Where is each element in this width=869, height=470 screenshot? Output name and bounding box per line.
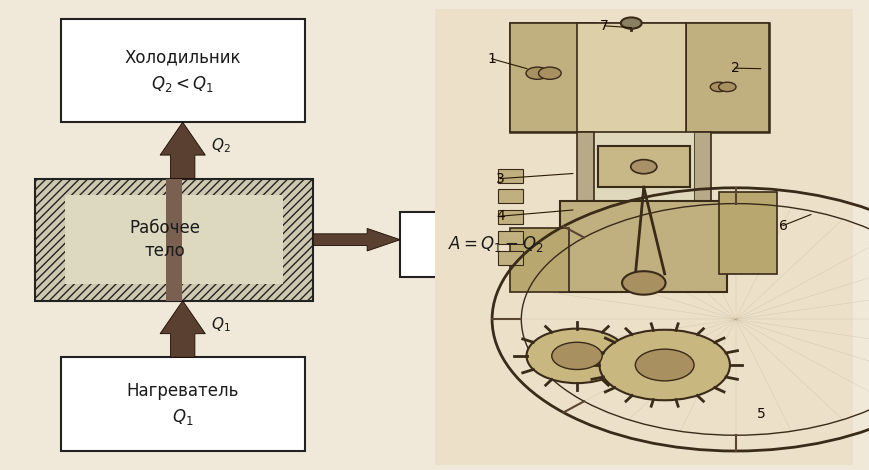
Bar <box>718 192 777 274</box>
Bar <box>65 195 282 284</box>
Bar <box>576 23 685 133</box>
Circle shape <box>526 67 548 79</box>
Circle shape <box>551 342 601 369</box>
Bar <box>509 228 568 292</box>
Bar <box>509 23 768 133</box>
Circle shape <box>538 67 561 79</box>
Text: $Q_2 < Q_1$: $Q_2 < Q_1$ <box>151 74 214 94</box>
Bar <box>593 133 693 237</box>
Polygon shape <box>160 122 205 179</box>
Text: $Q_2$: $Q_2$ <box>210 136 230 155</box>
Bar <box>693 133 710 237</box>
Bar <box>35 179 313 301</box>
Circle shape <box>599 330 729 400</box>
Circle shape <box>620 17 641 29</box>
Bar <box>61 357 304 451</box>
Bar <box>497 251 522 265</box>
Bar <box>497 189 522 203</box>
Bar <box>597 146 689 187</box>
Bar <box>400 212 591 277</box>
Text: 7: 7 <box>600 19 608 33</box>
Polygon shape <box>313 228 400 251</box>
Text: $Q_1$: $Q_1$ <box>210 315 230 334</box>
Text: $Q_1$: $Q_1$ <box>172 407 193 427</box>
Circle shape <box>621 271 665 295</box>
Text: тело: тело <box>145 243 185 260</box>
Circle shape <box>709 82 726 92</box>
Bar <box>434 9 852 465</box>
Circle shape <box>526 329 627 383</box>
Bar <box>166 179 182 301</box>
Circle shape <box>630 160 656 174</box>
Text: Нагреватель: Нагреватель <box>126 382 239 400</box>
Bar <box>497 230 522 244</box>
Circle shape <box>718 82 735 92</box>
Bar <box>497 169 522 183</box>
Text: 5: 5 <box>756 407 765 421</box>
Bar <box>560 201 726 292</box>
Text: 2: 2 <box>730 61 739 75</box>
Text: 6: 6 <box>778 219 786 233</box>
Bar <box>576 133 593 237</box>
Bar <box>61 19 304 122</box>
Text: $A = Q_1 - Q_2$: $A = Q_1 - Q_2$ <box>448 235 543 254</box>
Bar <box>685 23 768 133</box>
Bar <box>497 210 522 224</box>
Polygon shape <box>160 301 205 357</box>
Text: 1: 1 <box>487 52 495 66</box>
Text: Холодильник: Холодильник <box>124 48 241 66</box>
Text: 3: 3 <box>495 172 504 186</box>
Bar <box>509 23 593 133</box>
Text: 4: 4 <box>495 209 504 223</box>
Circle shape <box>634 349 693 381</box>
Text: Рабочее: Рабочее <box>129 219 201 237</box>
